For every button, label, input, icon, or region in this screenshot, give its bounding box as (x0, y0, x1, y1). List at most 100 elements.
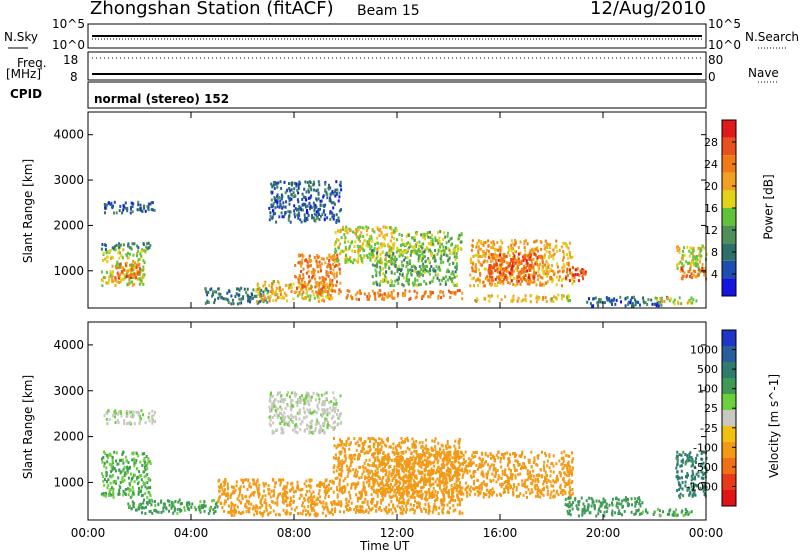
velocity-echo-cell-5 (447, 470, 450, 474)
velocity-echo-cell-4 (315, 418, 318, 421)
power-echo-cell-13 (529, 257, 532, 261)
velocity-echo-cell-5 (396, 498, 398, 502)
power-echo-cell-12 (510, 249, 513, 253)
velocity-echo-cell-5 (386, 490, 389, 494)
power-echo-cell-12 (510, 246, 513, 250)
power-echo-cell-3 (119, 204, 122, 208)
velocity-echo-cell-4 (335, 398, 337, 402)
power-echo-cell-12 (525, 279, 528, 283)
velocity-echo-cell-4 (320, 413, 323, 417)
power-echo-cell-9 (454, 291, 457, 295)
power-echo-cell-13 (505, 266, 508, 270)
power-echo-cell-3 (130, 207, 132, 211)
power-echo-cell-12 (499, 281, 502, 285)
velocity-echo-cell-4 (329, 406, 332, 410)
velocity-echo-cell-0 (142, 480, 145, 484)
power-echo-cell-17 (692, 298, 695, 302)
velocity-echo-cell-5 (363, 451, 366, 455)
power-echo-cell-10 (441, 278, 444, 282)
power-echo-cell-10 (412, 283, 415, 287)
velocity-echo-cell-4 (294, 426, 297, 430)
velocity-echo-cell-5 (375, 479, 378, 483)
velocity-echo-cell-0 (146, 481, 149, 485)
velocity-echo-cell-5 (457, 498, 460, 502)
power-echo-cell-18 (688, 249, 691, 253)
velocity-echo-cell-3 (316, 496, 319, 500)
power-echo-cell-8 (369, 235, 372, 238)
power-echo-cell-18 (705, 252, 708, 256)
velocity-echo-cell-5 (370, 508, 373, 512)
power-echo-cell-12 (509, 274, 512, 278)
velocity-echo-cell-1 (108, 418, 111, 422)
power-echo-cell-11 (444, 235, 447, 239)
velocity-echo-cell-0 (137, 454, 140, 458)
velocity-echo-cell-5 (424, 490, 427, 494)
power-echo-cell-12 (537, 274, 540, 278)
power-echo-cell-14 (483, 297, 486, 301)
velocity-echo-cell-0 (105, 474, 108, 478)
velocity-echo-cell-5 (333, 464, 336, 468)
power-echo-cell-14 (520, 299, 523, 303)
velocity-echo-cell-3 (327, 510, 330, 514)
power-echo-cell-3 (122, 208, 125, 212)
velocity-echo-cell-5 (349, 464, 352, 467)
power-echo-cell-0 (100, 247, 103, 251)
velocity-echo-cell-5 (340, 500, 343, 504)
power-echo-cell-12 (543, 243, 546, 247)
velocity-echo-cell-1 (114, 409, 117, 413)
power-echo-cell-17 (673, 302, 676, 306)
velocity-echo-cell-0 (102, 456, 105, 459)
velocity-echo-cell-5 (402, 498, 405, 502)
velocity-echo-cell-5 (401, 496, 404, 500)
power-echo-cell-12 (538, 273, 541, 277)
power-echo-cell-13 (523, 276, 525, 280)
velocity-echo-cell-4 (334, 420, 336, 424)
power-echo-cell-6 (306, 264, 309, 268)
power-echo-cell-5 (313, 296, 316, 300)
power-echo-cell-10 (393, 258, 396, 262)
velocity-echo-cell-3 (248, 510, 251, 514)
power-echo-cell-8 (391, 243, 394, 247)
velocity-echo-cell-4 (310, 422, 313, 426)
velocity-echo-cell-5 (394, 445, 397, 449)
velocity-echo-cell-5 (392, 476, 395, 480)
power-echo-cell-8 (358, 249, 361, 253)
power-echo-cell-7 (276, 181, 278, 185)
velocity-echo-cell-3 (220, 483, 222, 487)
power-echo-cell-14 (566, 296, 568, 300)
velocity-echo-cell-3 (268, 503, 271, 507)
power-echo-cell-3 (140, 206, 143, 210)
velocity-echo-cell-4 (302, 406, 305, 410)
power-echo-cell-7 (275, 220, 278, 224)
power-echo-cell-12 (482, 250, 485, 254)
velocity-echo-cell-3 (261, 494, 264, 498)
velocity-echo-cell-4 (300, 394, 303, 398)
velocity-echo-cell-5 (446, 503, 449, 507)
velocity-echo-cell-4 (292, 428, 295, 432)
power-echo-cell-2 (136, 264, 139, 268)
power-echo-cell-7 (313, 188, 315, 192)
power-echo-cell-11 (421, 242, 424, 246)
velocity-echo-cell-2 (211, 499, 214, 503)
power-echo-cell-7 (272, 202, 275, 206)
power-echo-cell-11 (434, 236, 437, 240)
power-echo-cell-10 (446, 254, 449, 258)
velocity-echo-cell-5 (453, 444, 456, 448)
power-echo-cell-12 (475, 253, 478, 257)
velocity-echo-cell-3 (257, 495, 260, 499)
power-echo-cell-16 (643, 301, 645, 305)
power-echo-cell-7 (290, 197, 293, 201)
velocity-echo-cell-5 (426, 473, 429, 477)
velocity-echo-cell-5 (413, 465, 416, 468)
power-echo-cell-12 (552, 278, 555, 282)
velocity-echo-cell-5 (424, 503, 427, 507)
velocity-echo-cell-5 (422, 485, 425, 489)
power-echo-cell-10 (375, 271, 378, 275)
velocity-echo-cell-5 (338, 463, 341, 466)
velocity-echo-cell-4 (312, 410, 315, 414)
power-echo-cell-11 (459, 247, 462, 250)
velocity-echo-cell-2 (187, 506, 190, 510)
velocity-echo-cell-3 (276, 500, 279, 504)
power-echo-cell-1 (111, 272, 114, 276)
velocity-echo-cell-5 (457, 460, 460, 464)
